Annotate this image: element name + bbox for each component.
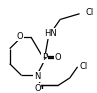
Text: O: O xyxy=(34,84,41,93)
Text: Cl: Cl xyxy=(80,62,88,71)
Text: HN: HN xyxy=(45,29,57,38)
Text: Cl: Cl xyxy=(85,8,94,17)
Text: ': ' xyxy=(45,53,47,59)
Text: O: O xyxy=(17,32,23,41)
Text: O: O xyxy=(55,53,61,62)
Text: P: P xyxy=(42,53,48,62)
Text: N: N xyxy=(34,72,41,81)
